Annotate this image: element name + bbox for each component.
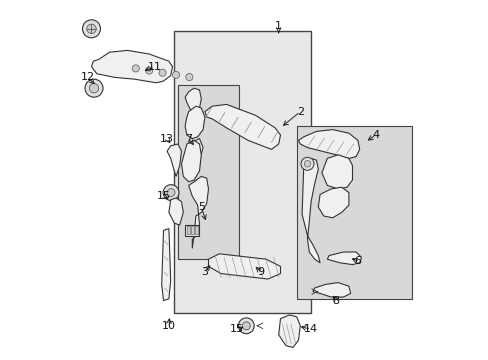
- Text: 8: 8: [332, 296, 339, 306]
- Text: 10: 10: [162, 321, 176, 331]
- Polygon shape: [208, 254, 280, 279]
- Circle shape: [185, 73, 193, 81]
- Text: 3: 3: [201, 267, 208, 277]
- Circle shape: [85, 79, 103, 97]
- Polygon shape: [91, 50, 172, 83]
- Bar: [190, 226, 194, 234]
- Text: 12: 12: [81, 72, 95, 82]
- Text: 6: 6: [354, 256, 361, 266]
- Polygon shape: [321, 155, 352, 189]
- Circle shape: [172, 71, 179, 78]
- Polygon shape: [167, 144, 181, 176]
- Text: 9: 9: [257, 267, 264, 277]
- Circle shape: [167, 189, 175, 197]
- Circle shape: [89, 84, 99, 93]
- Circle shape: [301, 157, 313, 170]
- Polygon shape: [302, 158, 320, 263]
- Text: 7: 7: [185, 134, 192, 144]
- Text: 15: 15: [156, 191, 170, 201]
- Circle shape: [82, 20, 101, 38]
- Polygon shape: [188, 176, 208, 248]
- Text: 14: 14: [304, 324, 318, 334]
- Bar: [178, 85, 239, 259]
- Circle shape: [163, 185, 179, 201]
- Polygon shape: [168, 198, 183, 225]
- Polygon shape: [186, 139, 203, 180]
- Polygon shape: [204, 104, 280, 149]
- Circle shape: [159, 69, 166, 76]
- Circle shape: [238, 318, 254, 334]
- Text: 4: 4: [371, 130, 379, 140]
- Circle shape: [242, 322, 250, 330]
- Polygon shape: [162, 229, 170, 301]
- Polygon shape: [185, 88, 201, 112]
- Text: 5: 5: [197, 202, 204, 212]
- Text: 2: 2: [296, 107, 303, 117]
- Polygon shape: [185, 106, 204, 139]
- Circle shape: [87, 24, 96, 33]
- Bar: [296, 126, 411, 299]
- Bar: [195, 226, 198, 234]
- Text: 1: 1: [275, 21, 282, 31]
- Text: 13: 13: [160, 134, 174, 144]
- Circle shape: [304, 161, 310, 167]
- Polygon shape: [326, 252, 361, 265]
- Polygon shape: [185, 225, 199, 236]
- Bar: [174, 31, 310, 313]
- Text: 15: 15: [230, 324, 244, 334]
- Polygon shape: [312, 283, 350, 297]
- Polygon shape: [278, 315, 300, 347]
- Text: 11: 11: [147, 62, 161, 72]
- Circle shape: [132, 65, 139, 72]
- Bar: [186, 226, 189, 234]
- Circle shape: [145, 67, 152, 74]
- Polygon shape: [298, 130, 359, 158]
- Polygon shape: [318, 187, 348, 218]
- Polygon shape: [181, 140, 201, 182]
